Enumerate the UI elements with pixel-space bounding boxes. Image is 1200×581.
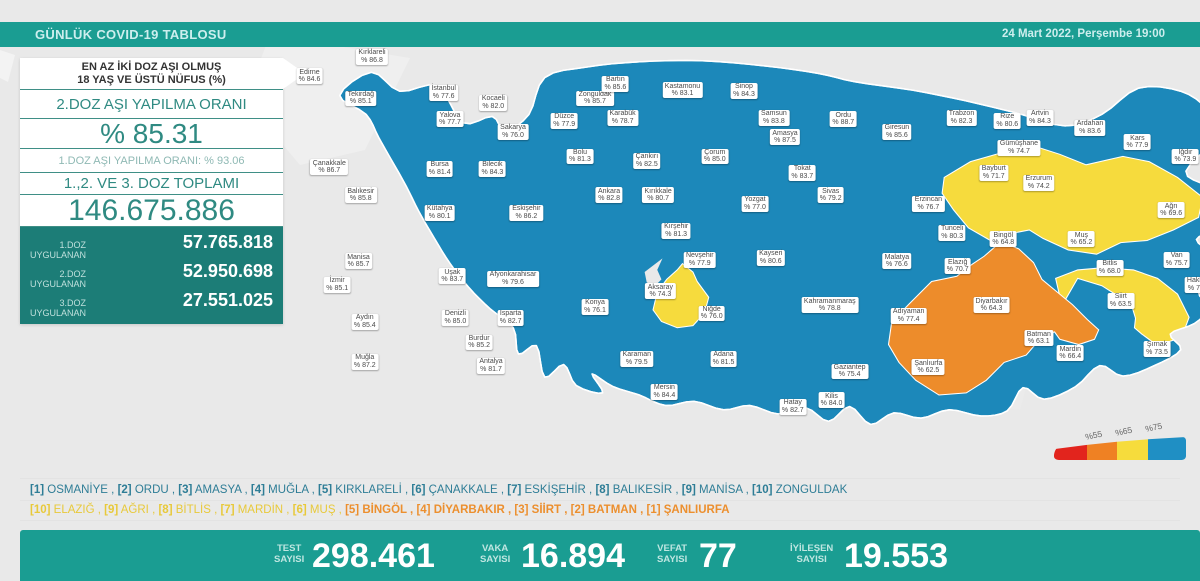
svg-text:%65: %65 <box>1114 425 1133 438</box>
svg-text:%75: %75 <box>1144 421 1163 434</box>
svg-text:%55: %55 <box>1084 429 1103 442</box>
